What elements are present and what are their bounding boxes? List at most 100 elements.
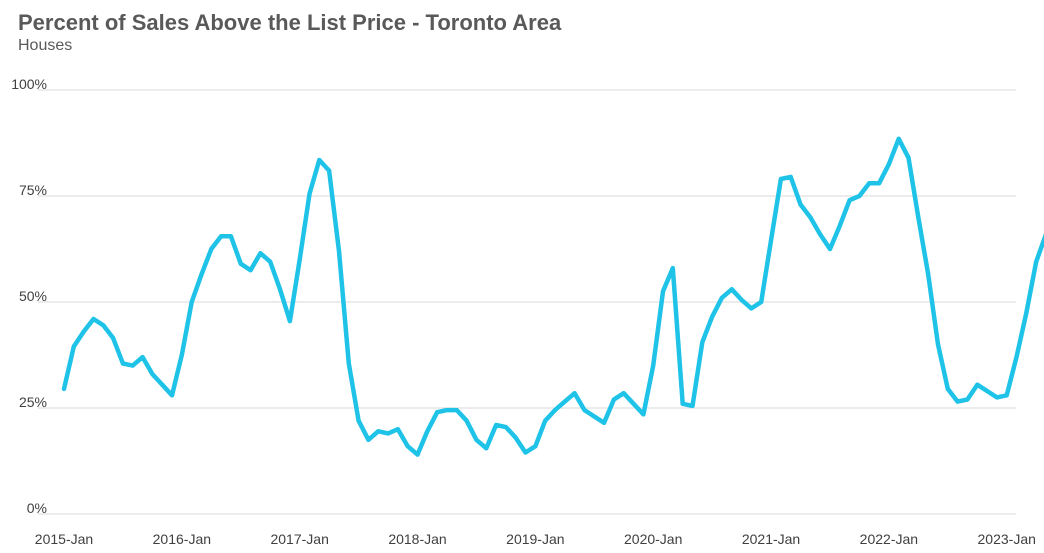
x-tick-label: 2017-Jan (270, 531, 328, 547)
data-point (906, 155, 911, 160)
data-point (386, 431, 391, 436)
data-point (867, 181, 872, 186)
data-point (327, 168, 332, 173)
data-point (592, 414, 597, 419)
x-tick-label: 2020-Jan (624, 531, 682, 547)
x-tick-label: 2016-Jan (153, 531, 211, 547)
data-point (975, 382, 980, 387)
data-point (494, 422, 499, 427)
data-point (111, 336, 116, 341)
data-point (700, 340, 705, 345)
data-point (405, 444, 410, 449)
data-point (965, 397, 970, 402)
data-point (435, 410, 440, 415)
data-point (150, 372, 155, 377)
data-point (297, 257, 302, 262)
data-point (877, 181, 882, 186)
data-point (680, 401, 685, 406)
data-point (602, 420, 607, 425)
data-point (759, 300, 764, 304)
data-point (179, 353, 184, 357)
data-point (935, 342, 940, 347)
data-point (209, 247, 214, 251)
data-point (562, 399, 567, 404)
data-point (160, 382, 165, 387)
data-point (945, 386, 950, 391)
data-point (474, 437, 479, 442)
data-point (818, 232, 823, 237)
data-point (543, 418, 548, 423)
data-point (798, 202, 803, 207)
data-point (611, 397, 616, 402)
x-tick-label: 2022-Jan (860, 531, 918, 547)
y-tick-label: 75% (19, 182, 47, 198)
data-point (258, 251, 263, 256)
data-point (651, 363, 656, 368)
data-point (91, 316, 96, 321)
x-tick-label: 2018-Jan (388, 531, 446, 547)
data-point (641, 412, 646, 417)
data-point (395, 427, 400, 432)
data-point (926, 272, 931, 277)
data-point (366, 437, 371, 442)
y-tick-label: 25% (19, 394, 47, 410)
data-point (503, 425, 508, 430)
data-point (778, 177, 783, 182)
data-point (130, 363, 135, 368)
series-layer (61, 136, 1044, 457)
data-point (454, 408, 459, 413)
data-point (533, 444, 538, 449)
data-point (749, 306, 754, 311)
data-point (631, 401, 636, 406)
x-axis-labels: 2015-Jan 2016-Jan 2017-Jan 2018-Jan 2019-Jan… (35, 531, 1036, 547)
chart-subtitle: Houses (18, 37, 73, 54)
data-point (287, 319, 292, 324)
x-tick-label: 2021-Jan (742, 531, 800, 547)
data-point (955, 399, 960, 404)
data-point (769, 238, 774, 243)
data-point (444, 408, 449, 413)
data-point (1004, 393, 1009, 398)
data-point (985, 389, 990, 394)
data-point (62, 386, 66, 391)
y-tick-label: 50% (19, 288, 47, 304)
data-point (81, 329, 86, 334)
data-point (857, 194, 862, 198)
data-point (140, 355, 145, 360)
data-point (808, 215, 813, 220)
data-point (199, 272, 204, 277)
data-point (523, 450, 528, 455)
data-point (415, 452, 420, 457)
data-point (189, 300, 194, 304)
data-point (572, 391, 577, 396)
data-point (317, 157, 322, 162)
data-point (1024, 310, 1029, 315)
data-point (837, 223, 842, 228)
data-point (710, 314, 715, 319)
data-point (356, 418, 361, 423)
chart-title: Percent of Sales Above the List Price - … (18, 10, 562, 35)
series-line (61, 136, 1044, 457)
data-point (513, 435, 518, 440)
data-point (690, 403, 695, 408)
data-point (670, 266, 675, 271)
data-point (484, 446, 489, 451)
data-point (847, 198, 852, 203)
data-point (101, 323, 106, 328)
x-tick-label: 2015-Jan (35, 531, 93, 547)
data-point (729, 287, 734, 292)
data-point (228, 234, 233, 239)
data-point (238, 261, 243, 266)
data-point (278, 287, 283, 292)
y-tick-label: 0% (27, 500, 47, 516)
data-point (71, 344, 76, 349)
x-tick-label: 2019-Jan (506, 531, 564, 547)
data-point (621, 391, 626, 396)
y-axis-labels: 0% 25% 50% 75% 100% (11, 76, 47, 516)
data-point (170, 393, 175, 398)
data-point (994, 395, 999, 400)
data-point (886, 162, 891, 167)
data-point (120, 361, 125, 366)
data-point (248, 268, 253, 273)
